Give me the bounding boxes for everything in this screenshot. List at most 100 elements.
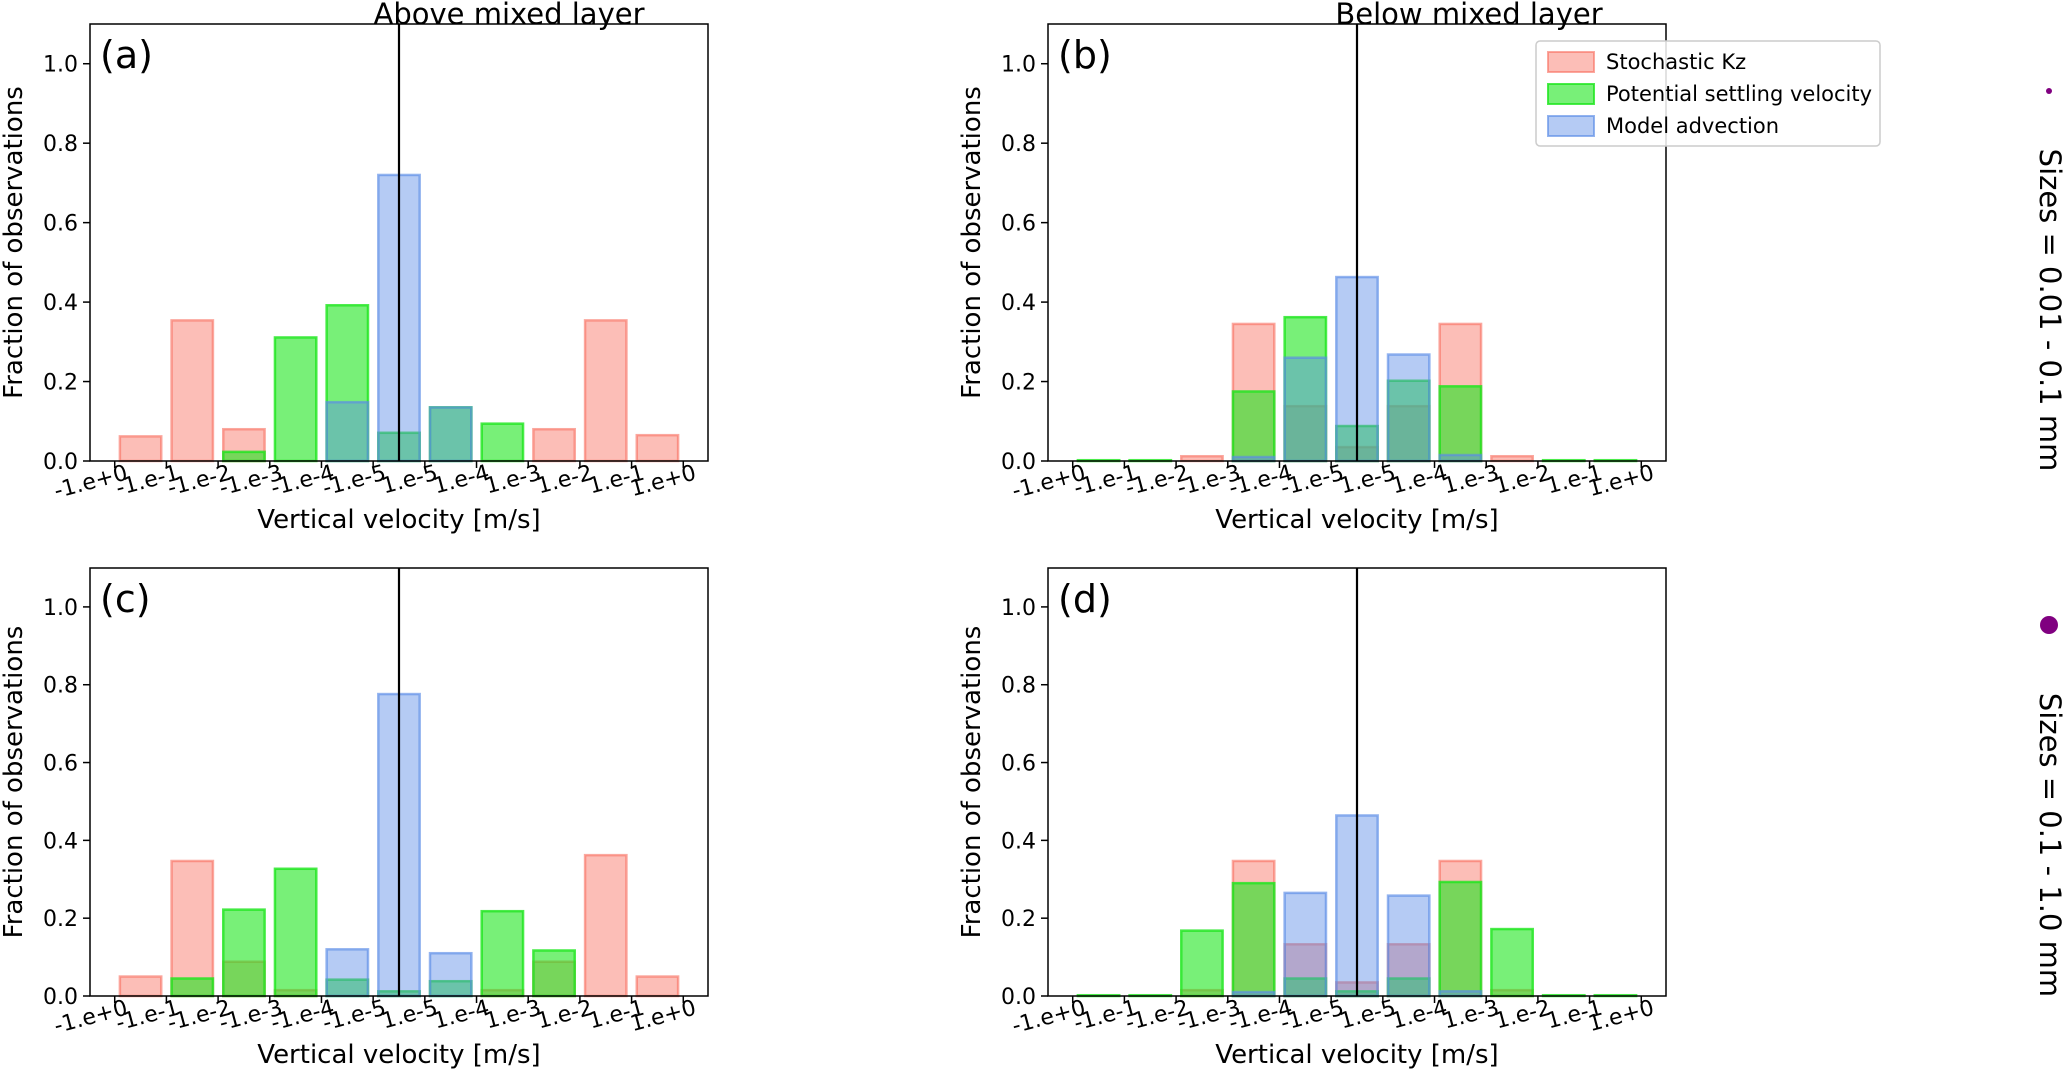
plot-frame [89,23,709,462]
legend: Stochastic Kz Potential settling velocity… [1535,40,1881,147]
bar-stochastic-kz [583,853,628,998]
bar-settling-velocity [1438,385,1483,463]
y-tick-label: 1.0 [1001,596,1036,621]
x-tick-label: 1.e-4 [1389,996,1450,1035]
plot-frame [1047,23,1667,462]
x-tick-label: 1.e-4 [431,996,492,1035]
y-tick-label: 0.4 [43,291,78,316]
bar-model-advection [325,400,370,463]
panel-1: 0.00.20.40.60.81.0-1.e+0-1.e-1-1.e-2-1.e… [957,23,1667,535]
y-tick-label: 0.0 [43,450,78,475]
panel-letter: (c) [100,577,151,621]
y-tick-label: 0.4 [1001,829,1036,854]
x-tick-label: 1.e-5 [379,461,440,500]
panel-0: 0.00.20.40.60.81.0-1.e+0-1.e-1-1.e-2-1.e… [0,23,709,535]
size-marker-large [2040,616,2058,634]
row-label-large-sizes: Sizes = 0.1 - 1.0 mm [2033,693,2067,997]
bar-settling-velocity [170,977,215,998]
bar-settling-velocity [1231,881,1276,998]
plot-frame [1047,567,1667,997]
legend-label-stochastic-kz: Stochastic Kz [1606,50,1746,74]
bar-stochastic-kz [170,859,215,998]
x-tick-label: 1.e-2 [534,461,595,500]
y-tick-label: 0.4 [43,829,78,854]
y-tick-label: 0.6 [43,752,78,777]
bar-settling-velocity [480,909,525,998]
x-tick-label: 1.e-5 [379,996,440,1035]
bar-model-advection [1386,353,1431,463]
bar-model-advection [1283,356,1328,463]
bar-model-advection [1283,891,1328,998]
bar-settling-velocity [222,450,266,463]
legend-label-settling-velocity: Potential settling velocity [1606,82,1872,106]
y-tick-label: 0.2 [1001,907,1036,932]
column-title-below: Below mixed layer [1335,0,1602,31]
bar-stochastic-kz [170,319,215,463]
x-tick-label: 1.e-2 [534,996,595,1035]
bar-settling-velocity [222,908,266,998]
bar-settling-velocity [1438,880,1483,998]
x-tick-label: 1.e-5 [1337,996,1398,1035]
x-tick-label: 1.e-4 [431,461,492,500]
bar-stochastic-kz [635,433,680,463]
x-tick-label: 1.e-2 [1492,996,1553,1035]
plot-frame [89,567,709,997]
y-axis-label: Fraction of observations [957,86,987,399]
x-axis-label: Vertical velocity [m/s] [257,505,540,535]
y-tick-label: 0.0 [1001,450,1036,475]
y-axis-label: Fraction of observations [0,626,29,939]
bar-settling-velocity [532,949,576,998]
y-tick-label: 0.6 [1001,212,1036,237]
panels-group: 0.00.20.40.60.81.0-1.e+0-1.e-1-1.e-2-1.e… [0,23,1667,1070]
panel-3: 0.00.20.40.60.81.0-1.e+0-1.e-1-1.e-2-1.e… [957,567,1667,1070]
y-tick-label: 0.0 [1001,985,1036,1010]
x-tick-label: 1.e-4 [1389,461,1450,500]
bar-settling-velocity [273,867,318,998]
y-tick-label: 0.0 [43,985,78,1010]
legend-box [1535,40,1881,147]
y-tick-label: 0.8 [43,132,78,157]
x-tick-label: 1.e-5 [1337,461,1398,500]
bar-model-advection [1386,894,1431,998]
legend-swatch-model-advection [1547,115,1595,137]
x-tick-label: 1.e-3 [1441,461,1502,500]
y-tick-label: 0.6 [43,212,78,237]
bar-settling-velocity [1490,927,1534,998]
bar-settling-velocity [1180,929,1224,998]
x-tick-label: 1.e-3 [1441,996,1502,1035]
bar-stochastic-kz [532,427,576,463]
panel-letter: (b) [1058,33,1112,77]
column-title-above: Above mixed layer [373,0,644,31]
x-tick-label: 1.e-3 [483,996,544,1035]
y-tick-label: 0.8 [43,674,78,699]
panel-letter: (d) [1058,577,1112,621]
x-tick-label: 1.e-3 [483,461,544,500]
panel-2: 0.00.20.40.60.81.0-1.e+0-1.e-1-1.e-2-1.e… [0,567,709,1070]
bar-stochastic-kz [583,319,628,463]
bar-model-advection [428,951,473,998]
bar-model-advection [325,948,370,998]
x-axis-label: Vertical velocity [m/s] [1215,1040,1498,1070]
y-tick-label: 1.0 [43,53,78,78]
y-tick-label: 0.2 [43,907,78,932]
bar-settling-velocity [273,336,318,463]
legend-label-model-advection: Model advection [1606,114,1779,138]
legend-swatch-stochastic-kz [1547,51,1595,73]
bar-model-advection [1438,453,1483,463]
bar-settling-velocity [1231,390,1276,463]
y-tick-label: 0.8 [1001,674,1036,699]
bar-stochastic-kz [118,435,163,463]
x-axis-label: Vertical velocity [m/s] [257,1040,540,1070]
y-tick-label: 1.0 [1001,53,1036,78]
bar-settling-velocity [480,422,525,463]
legend-swatch-settling-velocity [1547,83,1595,105]
panel-letter: (a) [100,33,153,77]
y-tick-label: 0.6 [1001,752,1036,777]
y-tick-label: 0.2 [43,371,78,396]
y-tick-label: 0.8 [1001,132,1036,157]
y-axis-label: Fraction of observations [0,86,29,399]
x-tick-label: 1.e-2 [1492,461,1553,500]
size-marker-small [2046,88,2052,94]
y-tick-label: 1.0 [43,596,78,621]
